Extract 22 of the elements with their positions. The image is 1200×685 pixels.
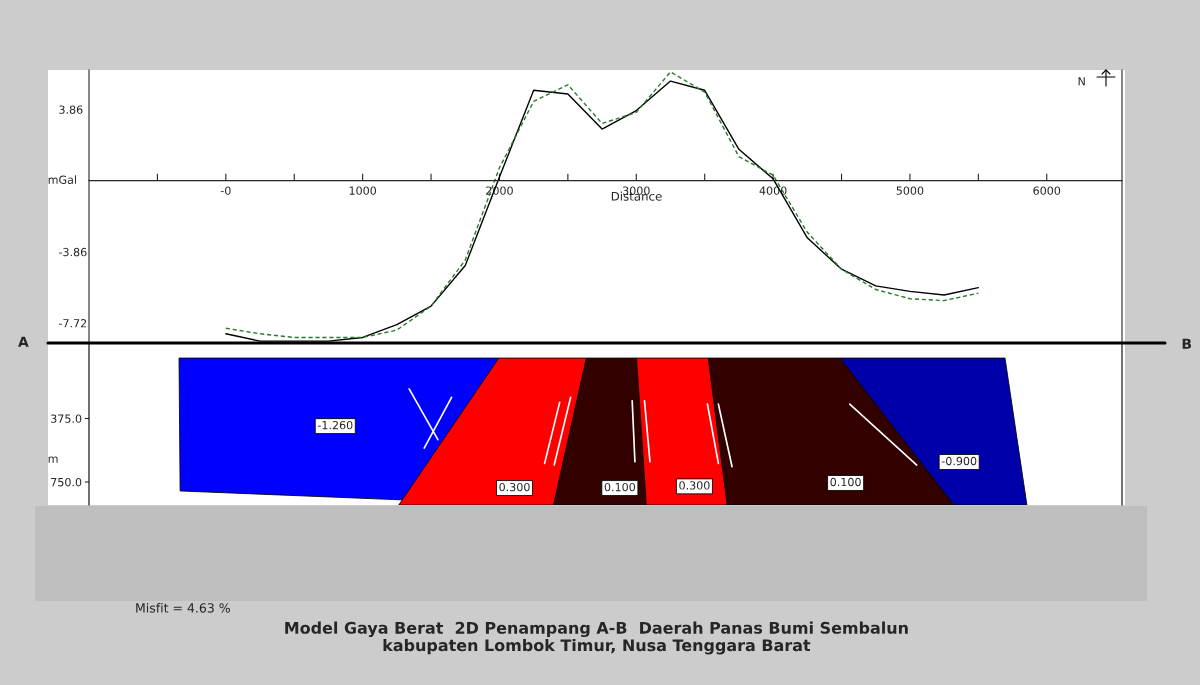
x-tick-label: 5000 (896, 186, 924, 195)
text: 0.100 (604, 482, 636, 492)
y-tick-label: 3.86 (59, 105, 83, 114)
text: -0.900 (941, 456, 977, 466)
x-tick-label: -0 (220, 186, 231, 195)
x-tick-label: 6000 (1033, 186, 1061, 195)
text: A (18, 336, 29, 347)
text: 750.0 (51, 477, 82, 487)
x-tick-label: 1000 (349, 186, 377, 195)
y-axis-title: mGal (48, 175, 76, 184)
annotation: N (1078, 77, 1085, 86)
y-tick-label: -7.72 (58, 319, 87, 328)
text: Model Gaya Berat 2D Penampang A-B Daerah Panas Bumi Sembalun kabupaten Lombok Timur, Nusa Tenggara Barat (285, 621, 908, 655)
text: 0.300 (679, 481, 710, 490)
text: B (1182, 338, 1192, 349)
text: Misfit = 4.63 % (136, 602, 230, 613)
text: 0.300 (499, 482, 530, 492)
text: -1.260 (317, 420, 353, 430)
text: 0.100 (830, 477, 861, 487)
y-tick-label: -3.86 (58, 247, 87, 257)
text: m (48, 456, 58, 463)
text: 375.0 (51, 414, 82, 423)
